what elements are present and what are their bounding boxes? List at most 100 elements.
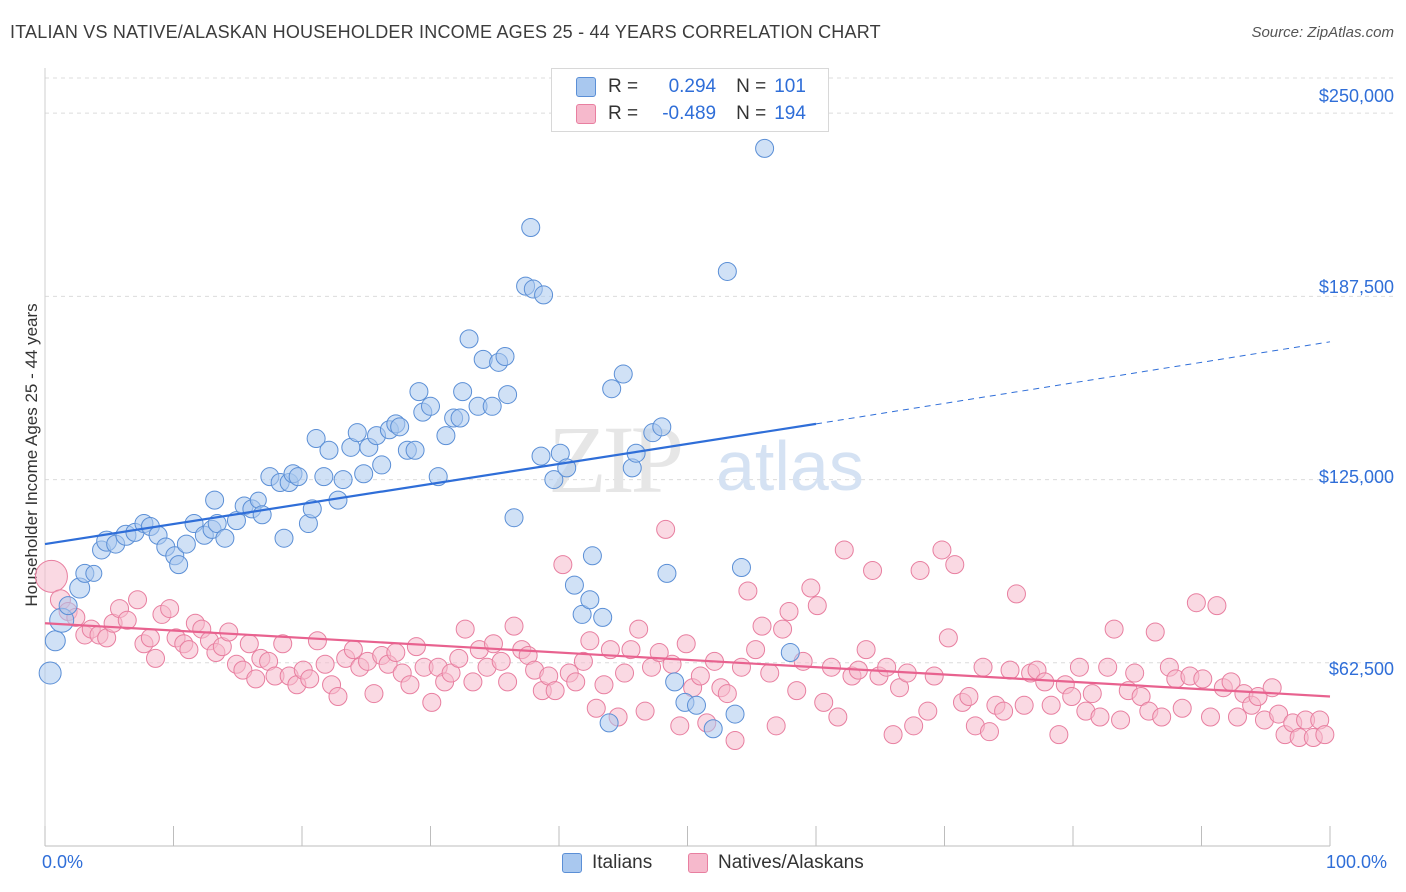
data-point xyxy=(226,511,246,531)
italians-points xyxy=(38,138,800,739)
data-point xyxy=(288,467,308,487)
data-point xyxy=(422,692,442,712)
data-point xyxy=(582,546,602,566)
data-point xyxy=(1193,669,1213,689)
data-point xyxy=(405,440,425,460)
data-point xyxy=(1006,584,1026,604)
trend-line-italians xyxy=(44,422,817,546)
data-point xyxy=(1131,687,1151,707)
data-point xyxy=(1098,657,1118,677)
trend-line-natives xyxy=(44,622,1331,698)
data-point xyxy=(455,619,475,639)
data-point xyxy=(676,634,696,654)
data-point xyxy=(343,640,363,660)
data-point xyxy=(586,698,606,718)
legend-row-natives: R = -0.489 N = 194 xyxy=(576,101,806,127)
data-point xyxy=(670,716,690,736)
data-point xyxy=(780,643,800,663)
data-point xyxy=(314,467,334,487)
data-point xyxy=(1035,672,1055,692)
data-point xyxy=(333,470,353,490)
data-point xyxy=(453,382,473,402)
data-point xyxy=(306,429,326,449)
data-point xyxy=(531,446,551,466)
x-min-label: 0.0% xyxy=(42,852,84,872)
trend-line-italians-extrapolated xyxy=(815,341,1331,425)
data-point xyxy=(273,634,293,654)
data-point xyxy=(400,675,420,695)
data-point xyxy=(1186,593,1206,613)
data-point xyxy=(449,648,469,668)
data-point xyxy=(779,601,799,621)
data-point xyxy=(219,622,239,642)
data-point xyxy=(652,417,672,437)
data-point xyxy=(564,575,584,595)
data-point xyxy=(665,672,685,692)
data-point xyxy=(1014,695,1034,715)
data-point xyxy=(34,559,68,593)
y-tick-62500: $62,500 xyxy=(1328,659,1394,679)
data-point xyxy=(731,558,751,578)
data-point xyxy=(717,261,737,281)
data-point xyxy=(246,669,266,689)
data-point xyxy=(834,540,854,560)
data-point xyxy=(580,590,600,610)
data-point xyxy=(1207,596,1227,616)
data-point xyxy=(44,630,66,652)
data-point xyxy=(179,640,199,660)
data-point xyxy=(725,730,745,750)
data-point xyxy=(801,578,821,598)
data-point xyxy=(738,581,758,601)
legend-item-italians: Italians xyxy=(562,852,652,874)
data-point xyxy=(386,643,406,663)
data-point xyxy=(629,619,649,639)
data-point xyxy=(534,285,554,305)
data-point xyxy=(1000,660,1020,680)
data-point xyxy=(1152,707,1172,727)
data-point xyxy=(1145,622,1165,642)
data-point xyxy=(703,719,723,739)
data-point xyxy=(315,654,335,674)
data-point xyxy=(904,716,924,736)
data-point xyxy=(924,666,944,686)
legend-r-label: R = xyxy=(608,103,639,124)
natives-points xyxy=(34,519,1335,750)
natives-label: Natives/Alaskans xyxy=(718,852,864,873)
data-point xyxy=(421,396,440,416)
data-point xyxy=(621,640,641,660)
data-point xyxy=(495,346,515,366)
data-point xyxy=(752,616,772,636)
y-tick-250000: $250,000 xyxy=(1318,86,1394,106)
data-point xyxy=(959,687,979,707)
data-point xyxy=(504,616,524,636)
data-point xyxy=(347,423,367,443)
data-point xyxy=(635,701,655,721)
natives-swatch xyxy=(688,853,708,873)
data-point xyxy=(463,672,483,692)
data-point xyxy=(566,672,586,692)
legend-swatch-italians xyxy=(576,77,596,97)
data-point xyxy=(686,695,706,715)
data-point xyxy=(521,217,541,237)
data-point xyxy=(766,716,786,736)
data-point xyxy=(938,628,958,648)
data-point xyxy=(573,651,593,671)
data-point xyxy=(319,440,339,460)
data-point xyxy=(482,396,502,416)
chart-title: ITALIAN VS NATIVE/ALASKAN HOUSEHOLDER IN… xyxy=(10,22,881,42)
data-point xyxy=(863,560,883,580)
data-point xyxy=(1125,663,1145,683)
data-point xyxy=(814,692,834,712)
data-point xyxy=(504,508,524,528)
data-point xyxy=(205,490,225,510)
data-point xyxy=(1082,684,1102,704)
data-point xyxy=(160,599,180,619)
data-point xyxy=(755,138,775,158)
data-point xyxy=(1104,619,1124,639)
data-point xyxy=(302,499,322,519)
data-point xyxy=(553,555,573,575)
data-point xyxy=(910,560,930,580)
gridlines xyxy=(45,77,1395,664)
data-point xyxy=(544,470,564,490)
